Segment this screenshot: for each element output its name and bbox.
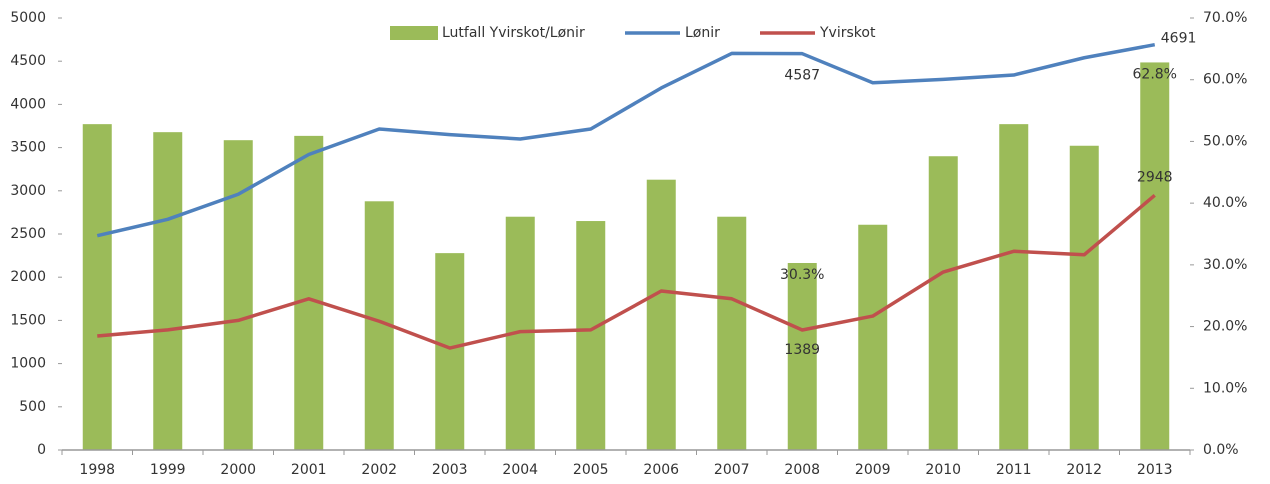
data-label: 30.3% [780, 267, 824, 283]
y-tick-label: 2500 [10, 226, 46, 242]
x-tick-label: 2004 [502, 462, 538, 478]
line [96, 42, 1156, 238]
x-tick-label: 2003 [432, 462, 468, 478]
y-tick-label: 5000 [10, 10, 46, 26]
legend-label: Lutfall Yvirskot/Lønir [442, 25, 585, 41]
x-tick-label: 2009 [855, 462, 891, 478]
x-tick-label: 2010 [925, 462, 961, 478]
bar [928, 156, 958, 451]
data-label: 2948 [1137, 169, 1173, 185]
data-label: 4691 [1161, 31, 1197, 47]
bar [787, 263, 817, 450]
y2-tick-label: 60.0% [1203, 72, 1247, 88]
y2-tick-label: 10.0% [1203, 380, 1247, 396]
y-tick-label: 500 [19, 399, 46, 415]
x-tick-label: 2011 [996, 462, 1032, 478]
legend-swatch [390, 26, 438, 40]
bar [717, 216, 747, 450]
data-label: 1389 [784, 342, 820, 358]
bar [1140, 62, 1170, 450]
y-tick-label: 1000 [10, 356, 46, 372]
x-tick-label: 2006 [643, 462, 679, 478]
x-tick-label: 2000 [220, 462, 256, 478]
x-tick-label: 2013 [1137, 462, 1173, 478]
y2-tick-label: 30.0% [1203, 257, 1247, 273]
data-label: 62.8% [1133, 66, 1177, 82]
legend-label: Yvirskot [819, 25, 876, 41]
bar [858, 224, 888, 450]
line [97, 193, 1156, 350]
bar [294, 135, 324, 451]
y2-tick-label: 70.0% [1203, 10, 1247, 26]
y2-tick-label: 20.0% [1203, 319, 1247, 335]
y2-tick-label: 0.0% [1203, 442, 1239, 458]
y-tick-label: 4500 [10, 53, 46, 69]
x-tick-label: 2005 [573, 462, 609, 478]
x-tick-label: 2001 [291, 462, 327, 478]
data-label: 4587 [784, 68, 820, 84]
bar [153, 132, 183, 450]
x-tick-label: 2007 [714, 462, 750, 478]
bar [435, 253, 465, 450]
y-tick-label: 2000 [10, 269, 46, 285]
bar [223, 140, 253, 451]
y-tick-label: 1500 [10, 312, 46, 328]
x-tick-label: 2008 [784, 462, 820, 478]
y-tick-label: 4000 [10, 96, 46, 112]
bar [1069, 145, 1099, 450]
y-tick-label: 0 [37, 442, 46, 458]
legend-label: Lønir [685, 25, 720, 41]
y2-tick-label: 50.0% [1203, 133, 1247, 149]
bar [576, 221, 606, 450]
bar [82, 124, 112, 451]
y2-tick-label: 40.0% [1203, 195, 1247, 211]
x-tick-label: 1999 [150, 462, 186, 478]
y-tick-label: 3000 [10, 183, 46, 199]
x-tick-label: 2012 [1066, 462, 1102, 478]
x-tick-label: 2002 [361, 462, 397, 478]
y-tick-label: 3500 [10, 140, 46, 156]
bar [999, 124, 1029, 451]
x-tick-label: 1998 [79, 462, 115, 478]
bar [646, 179, 676, 451]
